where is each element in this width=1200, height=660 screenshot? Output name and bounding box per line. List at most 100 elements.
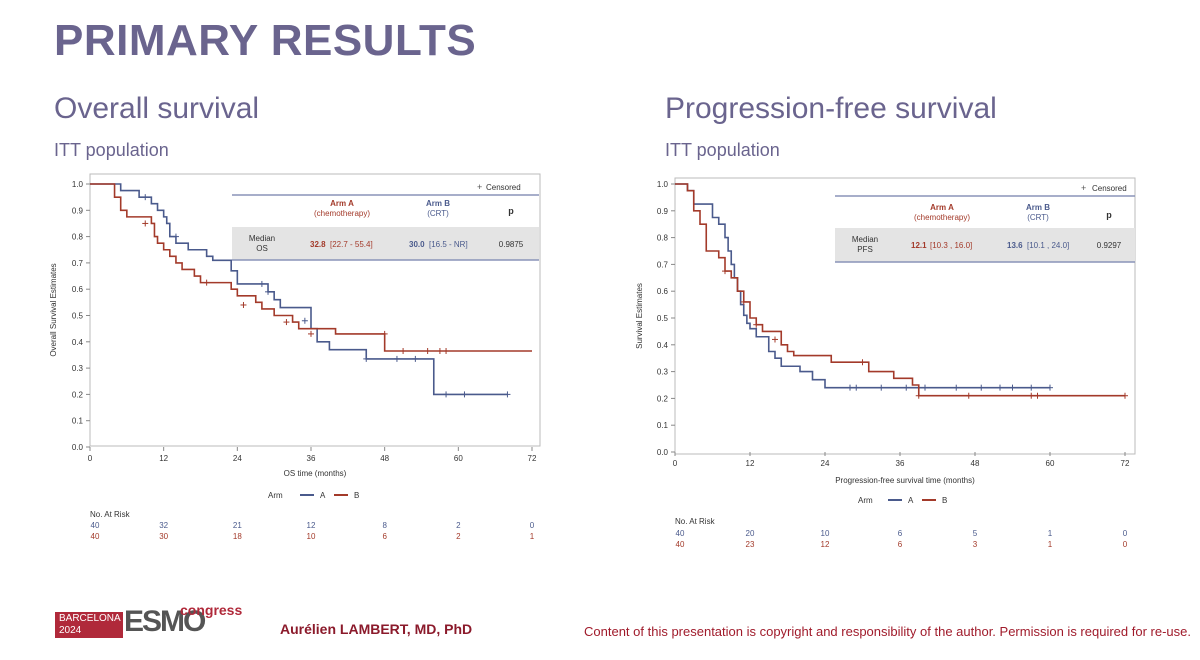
y-tick-label: 0.9 xyxy=(72,206,84,215)
median-table: Censored + Arm A (chemotherapy) Arm B (C… xyxy=(835,183,1135,263)
population-label-os: ITT population xyxy=(54,140,169,160)
series-line-b xyxy=(675,183,1125,397)
censored-plus-icon: + xyxy=(1081,183,1086,193)
series-group xyxy=(675,183,1128,399)
y-tick-label: 0.5 xyxy=(657,314,669,323)
at-risk-count-a: 6 xyxy=(898,529,903,538)
at-risk-count-a: 5 xyxy=(973,529,978,538)
esmo-logo-congress: congress xyxy=(180,602,243,618)
x-tick-label: 48 xyxy=(971,459,980,468)
at-risk-count-a: 8 xyxy=(382,521,387,530)
y-tick-label: 1.0 xyxy=(657,180,669,189)
at-risk-row-a: 40 20 10 6 5 1 0 xyxy=(676,529,1128,538)
y-tick-label: 0.1 xyxy=(72,417,84,426)
series-line-a xyxy=(90,183,508,396)
p-header: p xyxy=(1106,210,1112,220)
arm-a-ci: [22.7 - 55.4] xyxy=(330,240,373,249)
arm-b-median: 30.0 xyxy=(409,240,425,249)
logo-year: 2024 xyxy=(59,625,82,636)
median-table: Censored + Arm A (chemotherapy) Arm B (C… xyxy=(232,182,539,261)
arm-a-subheader: (chemotherapy) xyxy=(314,209,370,218)
at-risk-row-b: 40 30 18 10 6 2 1 xyxy=(91,532,535,541)
p-header: p xyxy=(508,206,514,216)
at-risk-count-a: 2 xyxy=(456,521,461,530)
at-risk-count-b: 2 xyxy=(456,532,461,541)
y-tick-label: 0.8 xyxy=(657,234,669,243)
x-tick-label: 36 xyxy=(896,459,905,468)
esmo-logo: ESMO xyxy=(124,605,206,638)
pfs-kaplan-meier-chart: 0.0 0.1 0.2 0.3 0.4 0.5 0.6 0.7 0.8 0.9 1.0 0 12 24 3… xyxy=(635,177,1136,549)
at-risk-count-a: 0 xyxy=(530,521,535,530)
x-axis: 0 12 24 36 48 60 72 xyxy=(673,452,1130,468)
y-tick-label: 0.0 xyxy=(72,443,84,452)
arm-b-header: Arm B xyxy=(1026,203,1050,212)
at-risk-count-a: 12 xyxy=(307,521,316,530)
at-risk-count-b: 6 xyxy=(898,540,903,549)
arm-a-subheader: (chemotherapy) xyxy=(914,213,970,222)
population-label-pfs: ITT population xyxy=(665,140,780,160)
arm-b-header: Arm B xyxy=(426,199,450,208)
at-risk-count-a: 20 xyxy=(746,529,755,538)
at-risk-count-a: 40 xyxy=(676,529,685,538)
legend-title: Arm xyxy=(268,491,283,500)
arm-b-subheader: (CRT) xyxy=(427,209,449,218)
table-row-bg xyxy=(232,227,539,260)
y-tick-label: 0.8 xyxy=(72,233,84,242)
y-tick-label: 0.9 xyxy=(657,207,669,216)
arm-a-median: 32.8 xyxy=(310,240,326,249)
legend: Arm A B xyxy=(858,496,947,505)
at-risk-count-a: 0 xyxy=(1123,529,1128,538)
at-risk-count-b: 1 xyxy=(530,532,535,541)
y-tick-label: 0.0 xyxy=(657,448,669,457)
copyright-notice: Content of this presentation is copyrigh… xyxy=(584,624,1191,639)
at-risk-count-a: 1 xyxy=(1048,529,1053,538)
panel-heading-os: Overall survival xyxy=(54,92,260,125)
row-label-line2: PFS xyxy=(857,245,873,254)
at-risk-count-a: 21 xyxy=(233,521,242,530)
at-risk-count-b: 40 xyxy=(676,540,685,549)
y-axis: 0.0 0.1 0.2 0.3 0.4 0.5 0.6 0.7 0.8 0.9 1.0 xyxy=(657,180,675,457)
at-risk-title: No. At Risk xyxy=(90,510,131,519)
y-axis-label: Survival Estimates xyxy=(635,283,644,349)
y-tick-label: 0.6 xyxy=(72,285,84,294)
row-label-line1: Median xyxy=(249,234,275,243)
legend-title: Arm xyxy=(858,496,873,505)
x-axis-label: OS time (months) xyxy=(284,469,347,478)
at-risk-count-b: 1 xyxy=(1048,540,1053,549)
x-tick-label: 0 xyxy=(88,454,93,463)
series-line-a xyxy=(675,183,1050,389)
os-kaplan-meier-chart: 0.00.10.20.30.40.50.60.70.80.91.0 0 12 24 3… xyxy=(49,173,541,541)
x-tick-label: 24 xyxy=(821,459,830,468)
at-risk-count-b: 10 xyxy=(307,532,316,541)
y-tick-label: 0.4 xyxy=(657,341,669,350)
arm-b-ci: [16.5 - NR] xyxy=(429,240,468,249)
x-tick-label: 12 xyxy=(159,454,168,463)
x-tick-label: 60 xyxy=(454,454,463,463)
at-risk-count-a: 40 xyxy=(91,521,100,530)
x-tick-label: 72 xyxy=(528,454,537,463)
author-name: Aurélien LAMBERT, MD, PhD xyxy=(280,621,473,637)
at-risk-count-b: 23 xyxy=(746,540,755,549)
at-risk-row-b: 40 23 12 6 3 1 0 xyxy=(676,540,1128,549)
y-axis-label: Overall Survival Estimates xyxy=(49,263,58,356)
x-tick-label: 0 xyxy=(673,459,678,468)
y-tick-label: 0.1 xyxy=(657,421,669,430)
y-tick-label: 0.2 xyxy=(657,394,669,403)
arm-a-ci: [10.3 , 16.0] xyxy=(930,241,972,250)
at-risk-count-b: 18 xyxy=(233,532,242,541)
x-axis-label: Progression-free survival time (months) xyxy=(835,476,975,485)
x-tick-label: 60 xyxy=(1046,459,1055,468)
at-risk-row-a: 40 32 21 12 8 2 0 xyxy=(91,521,535,530)
legend-label-a: A xyxy=(320,491,326,500)
y-tick-label: 0.3 xyxy=(72,364,84,373)
plot-frame xyxy=(89,173,541,447)
row-label-line1: Median xyxy=(852,235,878,244)
censored-plus-icon: + xyxy=(477,182,482,192)
censored-legend-label: Censored xyxy=(1092,184,1127,193)
plot-frame xyxy=(674,177,1136,455)
arm-b-ci: [10.1 , 24.0] xyxy=(1027,241,1069,250)
y-tick-label: 0.4 xyxy=(72,338,84,347)
row-label-line2: OS xyxy=(256,244,268,253)
y-tick-label: 0.7 xyxy=(657,260,669,269)
at-risk-count-b: 30 xyxy=(159,532,168,541)
